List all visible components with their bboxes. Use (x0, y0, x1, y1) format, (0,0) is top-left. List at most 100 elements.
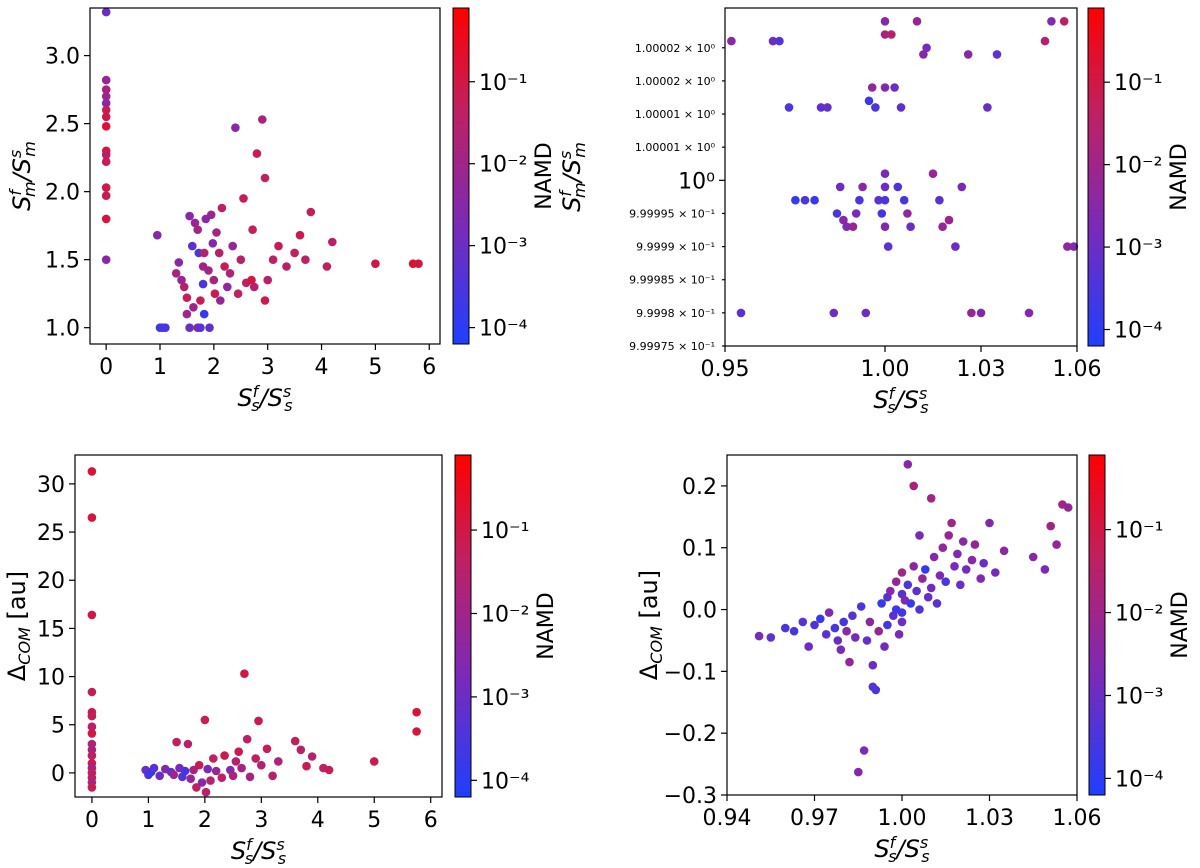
data-point (970, 540, 980, 549)
y-tick-label: 2.0 (45, 181, 80, 206)
data-point (944, 531, 953, 540)
panel-bottom-right: 0.94 0.97 1.00 1.03 1.06 −0.3 −0.2 −0.1 0.0 0.1 0.… (635, 454, 1193, 866)
data-point (842, 222, 851, 231)
data-point (245, 772, 255, 782)
data-point (233, 289, 243, 299)
data-point (868, 660, 878, 670)
data-point (87, 729, 97, 738)
data-point (190, 218, 200, 228)
data-point (196, 296, 205, 305)
data-point (883, 242, 893, 251)
colorbar-label: NAMD (532, 142, 557, 209)
colorbar-tick-label: 10⁻⁴ (479, 317, 528, 342)
data-point (307, 752, 317, 761)
data-point (1069, 242, 1079, 251)
data-point (880, 83, 890, 92)
data-point (848, 222, 858, 231)
x-tick-label: 1.00 (861, 357, 910, 382)
data-point (87, 610, 97, 620)
data-point (784, 103, 794, 112)
data-point (859, 746, 869, 755)
data-point (174, 258, 184, 267)
x-tick-label: 4 (311, 808, 325, 833)
data-point (935, 195, 944, 205)
data-point (179, 282, 189, 292)
y-tick-label: 3.0 (45, 45, 80, 70)
x-tick-label: 0.95 (701, 357, 750, 382)
data-point (874, 195, 883, 205)
data-point (909, 562, 918, 571)
data-point (932, 599, 942, 608)
y-tick-label: 9.99985 × 10⁻¹ (629, 274, 715, 287)
data-point (87, 467, 97, 476)
axes-frame (724, 7, 1078, 347)
data-point (228, 241, 237, 251)
data-point (976, 308, 986, 318)
colorbar-gradient (1087, 7, 1105, 347)
data-point (923, 592, 933, 602)
panel-top-left: 0 1 2 3 4 5 6 1.0 1.5 2.0 2.5 3.0 Sf s/Ss s Sfm/Ssm 10⁻⁴… (6, 7, 557, 415)
data-point (851, 633, 860, 642)
data-point (220, 262, 229, 271)
scatter-points (87, 467, 421, 797)
x-tick-label: 2 (207, 355, 221, 380)
colorbar-tick-label: 10⁻² (1114, 154, 1162, 179)
x-tick-label: 0 (99, 355, 113, 380)
colorbar-tick-label: 10⁻² (479, 153, 527, 178)
data-point (992, 50, 1002, 59)
data-point (897, 608, 907, 617)
data-point (1028, 552, 1038, 562)
data-point (199, 248, 209, 258)
data-point (880, 30, 890, 39)
colorbar: 10⁻⁴ 10⁻³ 10⁻² 10⁻¹ NAMD (452, 7, 557, 345)
data-point (804, 642, 813, 651)
data-point (1024, 308, 1034, 318)
data-point (1040, 565, 1050, 574)
data-point (194, 760, 204, 770)
data-point (197, 778, 207, 787)
data-point (919, 50, 928, 59)
data-point (985, 518, 994, 528)
data-point (209, 754, 218, 763)
x-axis-label: Sf s/Ss s (874, 833, 929, 866)
data-point (214, 248, 224, 258)
data-point (877, 209, 887, 218)
data-point (829, 308, 839, 318)
data-point (240, 669, 249, 678)
colorbar: 10⁻⁴ 10⁻³ 10⁻² 10⁻¹ NAMD (454, 454, 559, 798)
x-axis-label: Sf s/Ss s (873, 384, 928, 417)
x-tick-label: 6 (424, 808, 438, 833)
colorbar: 10⁻⁴ 10⁻³ 10⁻² 10⁻¹ NAMD (1087, 7, 1192, 347)
data-point (824, 608, 834, 617)
data-point (172, 737, 181, 747)
x-tick-label: 1.06 (1053, 357, 1102, 382)
data-point (874, 626, 883, 636)
data-point (87, 711, 97, 721)
x-tick-label: 1 (153, 355, 167, 380)
data-point (189, 765, 198, 775)
data-point (921, 565, 930, 574)
x-tick-label: 5 (368, 355, 382, 380)
data-point (252, 149, 262, 158)
data-point (231, 123, 240, 132)
data-point (274, 757, 283, 766)
data-point (883, 620, 892, 630)
data-point (223, 282, 232, 292)
data-point (217, 773, 227, 782)
data-point (926, 583, 936, 593)
data-point (212, 228, 221, 237)
data-point (101, 255, 111, 264)
data-point (929, 552, 939, 562)
data-point (839, 215, 848, 225)
data-point (855, 195, 864, 205)
data-point (155, 771, 164, 781)
y-tick-label: 1.00001 × 10⁰ (635, 141, 716, 154)
y-axis-label: Sfm/Ssm (6, 141, 39, 211)
x-tick-label: 0.94 (703, 806, 752, 831)
data-point (268, 771, 277, 781)
y-tick-label: 1.00002 × 10⁰ (635, 42, 716, 55)
data-point (296, 745, 306, 755)
x-tick-label: 1.00 (878, 806, 927, 831)
data-point (899, 195, 909, 205)
data-point (766, 633, 776, 642)
